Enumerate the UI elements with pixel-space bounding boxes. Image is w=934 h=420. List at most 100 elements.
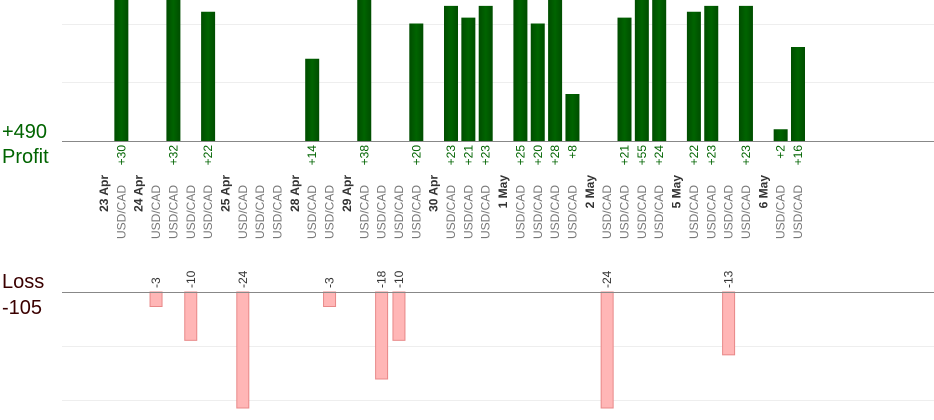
pair-label: USD/CAD (461, 185, 475, 239)
date-label: 6 May (756, 175, 770, 209)
loss-bar (323, 291, 337, 307)
loss-bar (600, 291, 614, 409)
profit-value-label: +32 (166, 145, 180, 166)
profit-value-label: +30 (114, 145, 128, 166)
profit-bar (565, 94, 580, 141)
profit-bar (357, 0, 372, 141)
profit-bar (634, 0, 649, 141)
profit-value-label: +16 (791, 145, 805, 166)
profit-bar (114, 0, 129, 141)
pair-label: USD/CAD (201, 185, 215, 239)
profit-bar (686, 11, 701, 141)
profit-value-label: +23 (444, 145, 458, 166)
pair-label: USD/CAD (739, 185, 753, 239)
profit-bar (444, 5, 458, 141)
profit-bar (652, 0, 667, 141)
loss-bar (722, 291, 736, 356)
pair-label: USD/CAD (635, 185, 649, 239)
profit-bar (617, 17, 632, 141)
pair-label: USD/CAD (236, 185, 250, 239)
profit-bar (548, 0, 563, 141)
profit-total: +490 (2, 121, 47, 143)
profit-bar (738, 5, 753, 141)
pair-label: USD/CAD (444, 185, 458, 239)
loss-bar (236, 291, 250, 409)
profit-value-label: +8 (565, 145, 579, 159)
profit-value-label: +38 (357, 145, 371, 166)
profit-value-label: +21 (461, 145, 475, 166)
pair-label: USD/CAD (531, 185, 545, 239)
profit-bar (791, 47, 805, 141)
profit-label: Profit (2, 146, 49, 168)
date-label: 23 Apr (97, 175, 111, 212)
profit-bar (166, 0, 181, 141)
pair-label: USD/CAD (392, 185, 406, 239)
pair-label: USD/CAD (687, 185, 701, 239)
pair-label: USD/CAD (652, 185, 666, 239)
pair-label: USD/CAD (375, 185, 389, 239)
date-label: 2 May (583, 175, 597, 209)
profit-bar (478, 5, 493, 141)
pair-label: USD/CAD (253, 185, 267, 239)
profit-value-label: +2 (774, 145, 788, 159)
pair-label: USD/CAD (149, 185, 163, 239)
profit-bar (704, 5, 719, 141)
pair-label: USD/CAD (114, 185, 128, 239)
profit-bar (201, 11, 216, 141)
loss-bar (375, 291, 389, 380)
pair-label: USD/CAD (166, 185, 180, 239)
profit-bar (409, 23, 424, 141)
loss-label: Loss (2, 271, 44, 293)
loss-value-label: -24 (600, 270, 614, 288)
pair-label: USD/CAD (565, 185, 579, 239)
loss-bar (392, 291, 406, 341)
profit-bars: +30 +32 +22 +14 +38 +20 +23 +21 +23 +25 +20 +28 +8 +2… (114, 0, 805, 165)
pair-label: USD/CAD (722, 185, 736, 239)
date-label: 28 Apr (288, 175, 302, 212)
profit-value-label: +25 (513, 145, 527, 166)
pair-label: USD/CAD (618, 185, 632, 239)
profit-bar (513, 0, 528, 141)
profit-value-label: +23 (704, 145, 718, 166)
profit-bar (305, 58, 320, 141)
profit-value-label: +55 (635, 145, 649, 166)
loss-total: -105 (2, 297, 42, 319)
profit-value-label: +23 (739, 145, 753, 166)
profit-bar (773, 129, 788, 141)
pair-label: USD/CAD (271, 185, 285, 239)
loss-value-label: -13 (722, 270, 736, 288)
profit-value-label: +22 (201, 145, 215, 166)
profit-value-label: +23 (479, 145, 493, 166)
pair-label: USD/CAD (479, 185, 493, 239)
loss-value-label: -10 (392, 270, 406, 288)
loss-bars: -3 -10 -24 -3 -18 -10 -24 -13 (149, 270, 736, 409)
loss-bar (184, 291, 198, 341)
loss-value-label: -24 (236, 270, 250, 288)
pair-label: USD/CAD (409, 185, 423, 239)
profit-value-label: +24 (652, 145, 666, 166)
loss-bar (149, 291, 163, 307)
pair-label: USD/CAD (513, 185, 527, 239)
profit-value-label: +28 (548, 145, 562, 166)
pair-label: USD/CAD (357, 185, 371, 239)
pair-label: USD/CAD (704, 185, 718, 239)
profit-bar (461, 17, 476, 141)
pair-label: USD/CAD (548, 185, 562, 239)
date-label: 24 Apr (132, 175, 146, 212)
profit-bar (530, 23, 545, 141)
profit-value-label: +22 (687, 145, 701, 166)
date-label: 30 Apr (427, 175, 441, 212)
loss-value-label: -10 (184, 270, 198, 288)
pair-label: USD/CAD (305, 185, 319, 239)
date-label: 25 Apr (218, 175, 232, 212)
date-label: 5 May (670, 175, 684, 209)
pair-label: USD/CAD (791, 185, 805, 239)
profit-value-label: +20 (531, 145, 545, 166)
date-label: 29 Apr (340, 175, 354, 212)
pair-label: USD/CAD (600, 185, 614, 239)
profit-value-label: +20 (409, 145, 423, 166)
date-label: 1 May (496, 175, 510, 209)
x-axis-labels: 23 Apr USD/CAD 24 Apr USD/CAD USD/CAD USD/CAD… (97, 175, 805, 239)
loss-value-label: -3 (323, 277, 337, 288)
